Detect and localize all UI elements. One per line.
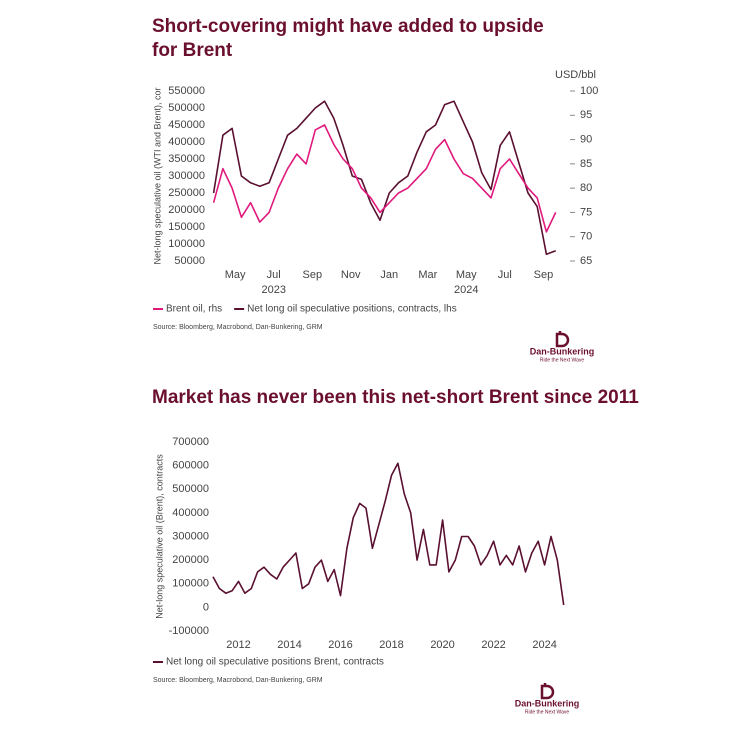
x-year-label: 2023: [261, 284, 285, 296]
x-tick-label: 2022: [481, 639, 505, 651]
logo-icon: [555, 331, 570, 348]
y2-tick-label: 85: [580, 158, 592, 170]
y-tick-label: 150000: [168, 221, 205, 233]
series-line: [212, 100, 556, 255]
x-tick-label: 2018: [379, 639, 403, 651]
legend-label: Net long oil speculative positions Brent…: [166, 657, 384, 668]
y2-axis-label: USD/bbl: [555, 69, 596, 81]
legend-label: Net long oil speculative positions, cont…: [247, 304, 457, 315]
y-tick-label: 250000: [168, 187, 205, 199]
y-tick-label: 0: [203, 601, 209, 613]
y2-tick-label: 95: [580, 109, 592, 121]
x-tick-label: May: [225, 269, 246, 281]
logo-tagline: Ride the Next Wave: [540, 357, 584, 363]
y-tick-label: 500000: [172, 483, 209, 495]
y-tick-label: 100000: [168, 238, 205, 250]
y-tick-label: -100000: [169, 625, 209, 637]
logo-name: Dan-Bunkering: [515, 698, 580, 708]
x-tick-label: Jul: [267, 269, 281, 281]
source: Source: Bloomberg, Macrobond, Dan-Bunker…: [153, 677, 323, 684]
logo-icon: [540, 683, 555, 700]
x-tick-label: 2012: [226, 639, 250, 651]
x-tick-label: May: [456, 269, 477, 281]
y-tick-label: 400000: [172, 507, 209, 519]
x-tick-label: 2016: [328, 639, 352, 651]
y-tick-label: 400000: [168, 136, 205, 148]
y-tick-label: 700000: [172, 436, 209, 448]
y-tick-label: 300000: [172, 530, 209, 542]
y2-tick-label: 80: [580, 182, 592, 194]
x-tick-label: Jan: [380, 269, 398, 281]
y-tick-label: 50000: [174, 255, 205, 267]
y2-tick-label: 70: [580, 231, 592, 243]
y-tick-label: 500000: [168, 102, 205, 114]
x-tick-label: Nov: [341, 269, 361, 281]
x-tick-label: Mar: [418, 269, 437, 281]
x-tick-label: Sep: [534, 269, 554, 281]
y-tick-label: 450000: [168, 119, 205, 131]
x-tick-label: 2024: [532, 639, 556, 651]
legend-label: Brent oil, rhs: [166, 304, 222, 315]
y-tick-label: 600000: [172, 460, 209, 472]
x-year-label: 2024: [454, 284, 478, 296]
y-axis-label: Net-long speculative oil (WTI and Brent)…: [152, 87, 162, 264]
series-line: [212, 462, 565, 606]
x-tick-label: Sep: [303, 269, 323, 281]
y-tick-label: 200000: [168, 204, 205, 216]
chart-title: Market has never been this net-short Bre…: [152, 387, 639, 408]
y-axis-label: Net-long speculative oil (Brent), contra…: [154, 454, 164, 619]
y-tick-label: 200000: [172, 554, 209, 566]
y2-tick-label: 90: [580, 133, 592, 145]
x-tick-label: Jul: [498, 269, 512, 281]
x-tick-label: 2020: [430, 639, 454, 651]
source: Source: Bloomberg, Macrobond, Dan-Bunker…: [153, 324, 323, 331]
y-tick-label: 100000: [172, 578, 209, 590]
y-tick-label: 350000: [168, 153, 205, 165]
series-line: [212, 124, 557, 233]
y2-tick-label: 75: [580, 206, 592, 218]
y-tick-label: 300000: [168, 170, 205, 182]
logo-tagline: Ride the Next Wave: [525, 709, 569, 715]
y2-tick-label: 100: [580, 85, 598, 97]
x-tick-label: 2014: [277, 639, 301, 651]
chart-title: Short-covering might have added to upsid…: [152, 16, 544, 61]
logo-name: Dan-Bunkering: [530, 346, 595, 356]
y2-tick-label: 65: [580, 255, 592, 267]
y-tick-label: 550000: [168, 85, 205, 97]
